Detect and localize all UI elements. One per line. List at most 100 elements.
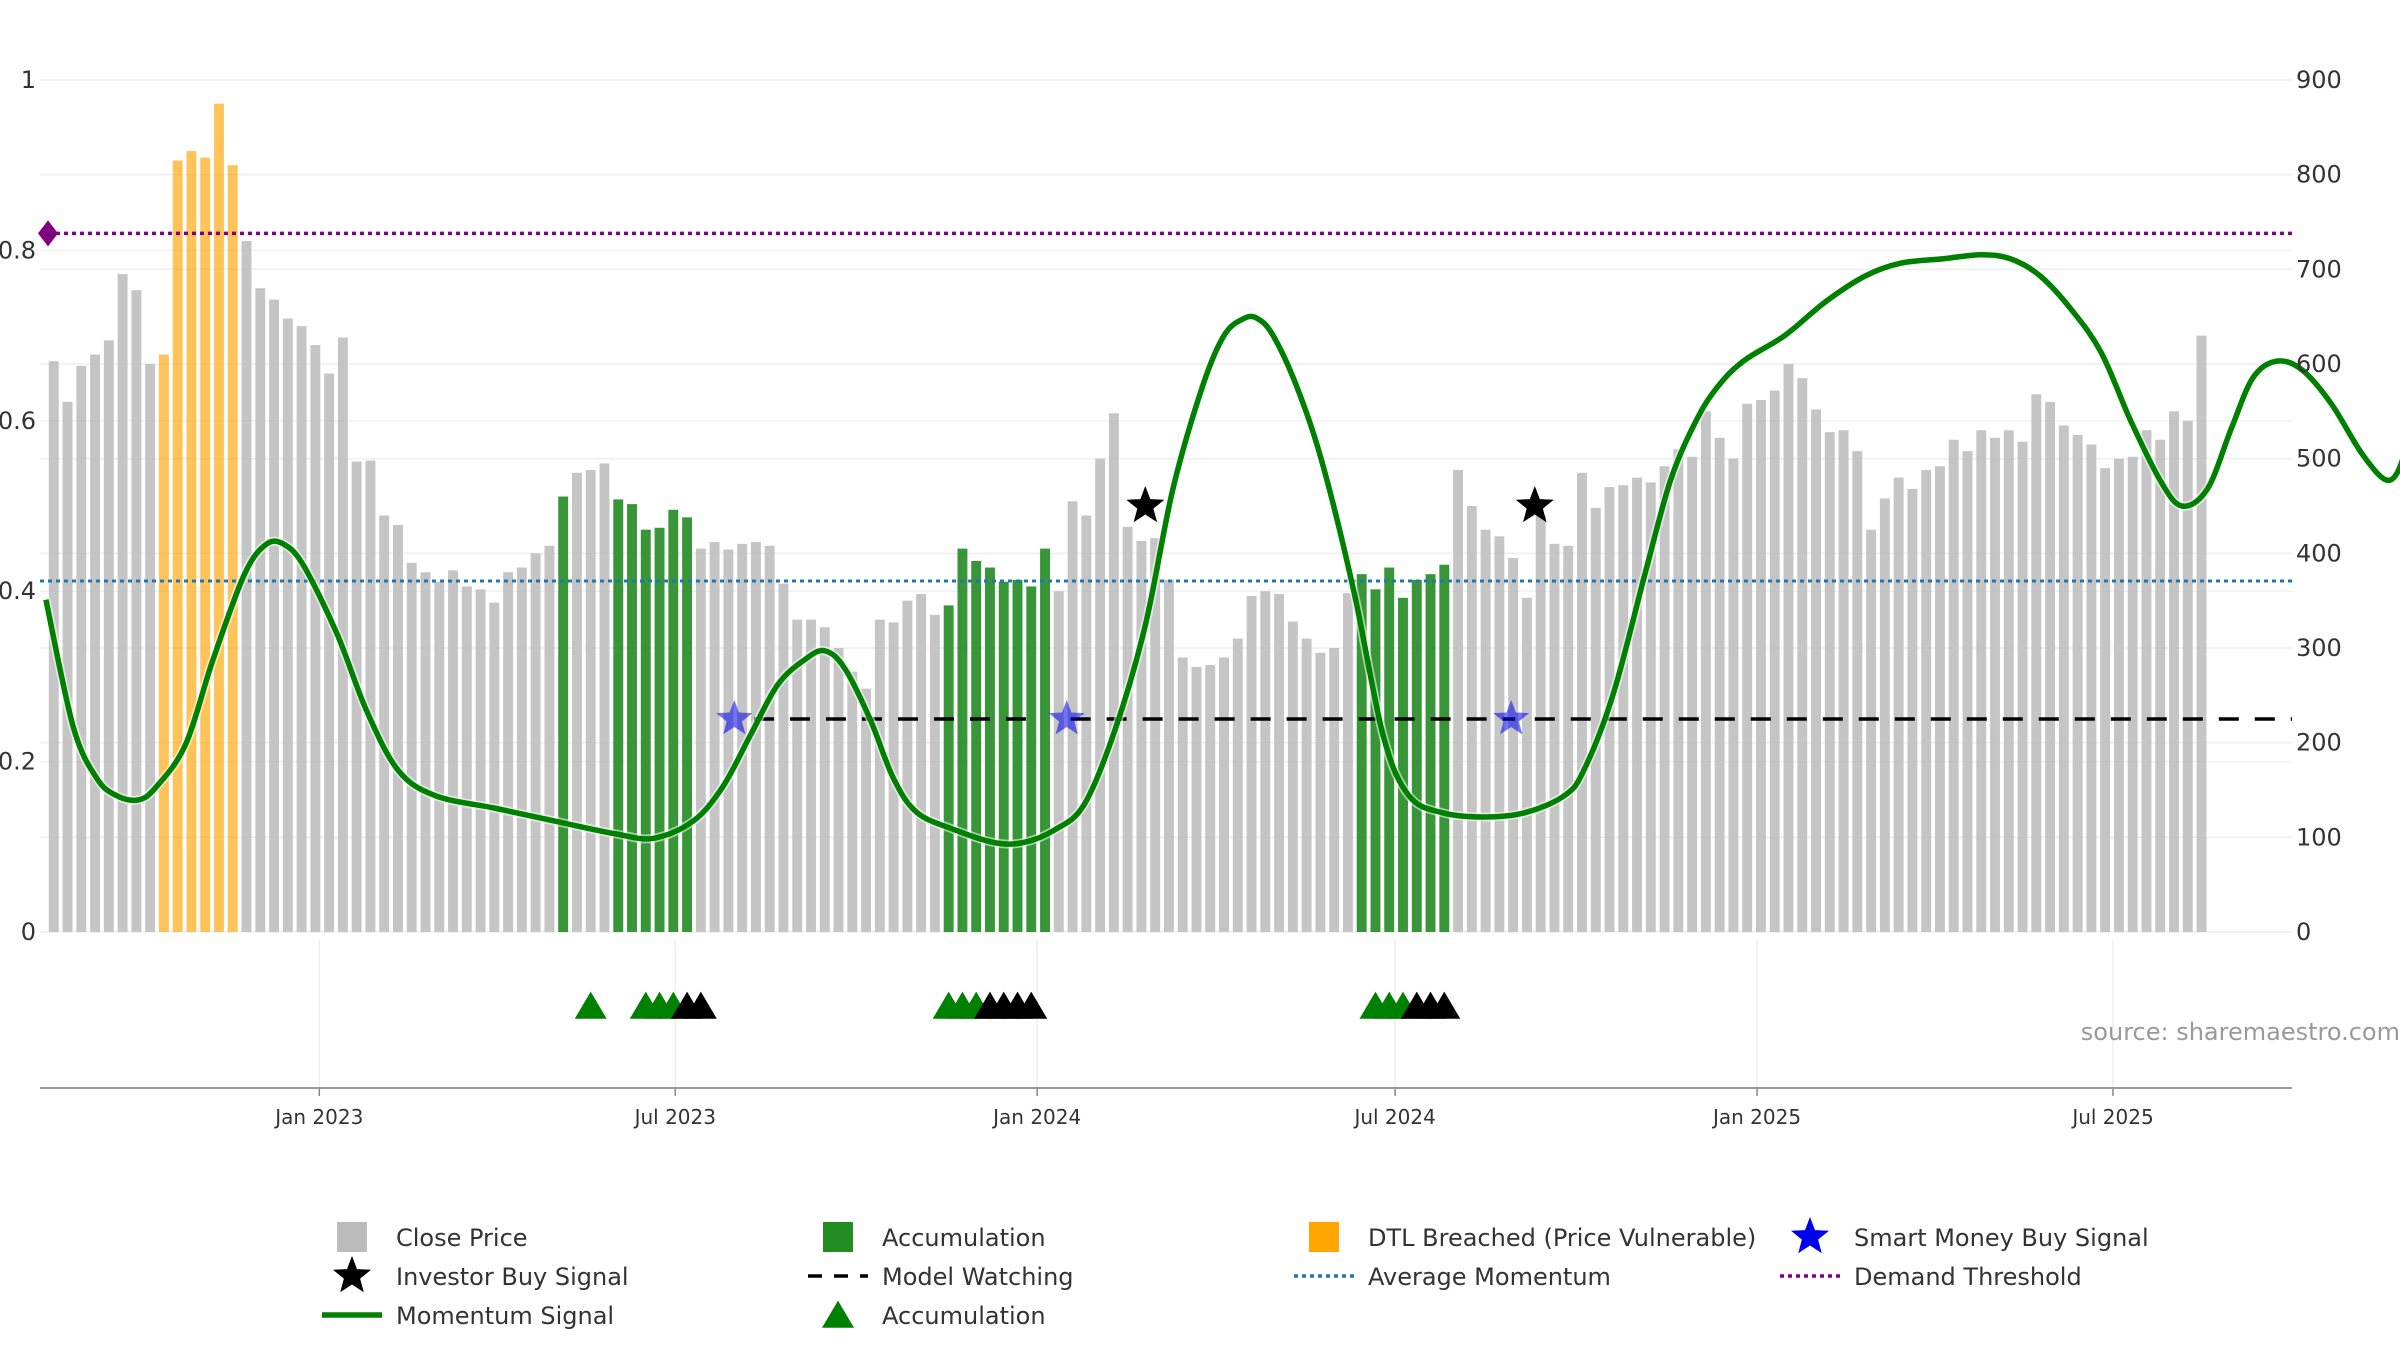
- close-price-bar: [1122, 526, 1133, 932]
- momentum-signal-group: [41, 250, 2400, 849]
- legend-star-icon: [333, 1256, 371, 1293]
- close-price-bar: [833, 648, 844, 932]
- close-price-bar: [1439, 564, 1450, 932]
- source-note: source: sharemaestro.com: [2081, 1018, 2400, 1046]
- legend-label: Model Watching: [882, 1263, 1074, 1291]
- right-tick-label: 300: [2296, 634, 2342, 662]
- close-price-bar: [571, 472, 582, 932]
- x-tick-label: Jan 2023: [273, 1105, 363, 1129]
- close-price-bar: [819, 627, 830, 932]
- legend-label: Momentum Signal: [396, 1302, 614, 1330]
- close-price-bar: [1040, 548, 1050, 932]
- close-price-bar: [599, 463, 610, 932]
- legend-item: Investor Buy Signal: [333, 1256, 629, 1293]
- close-price-bar: [172, 160, 183, 932]
- close-price-bar: [1577, 472, 1587, 932]
- investor-buy-signal: [1126, 486, 1165, 523]
- legend-item: Accumulation: [823, 1222, 1046, 1252]
- close-price-bar: [874, 619, 885, 932]
- close-price-bar: [1962, 451, 1973, 932]
- close-price-bar: [158, 354, 169, 932]
- legend-star-icon: [1791, 1217, 1829, 1254]
- close-price-bar: [1260, 591, 1271, 932]
- close-price-bar: [1163, 579, 1174, 932]
- close-price-bar: [2072, 435, 2083, 932]
- close-price-bar: [530, 553, 541, 932]
- close-price-bar: [1232, 638, 1243, 932]
- close-price-bar: [393, 524, 403, 932]
- close-price-bar: [145, 364, 156, 932]
- close-price-bar: [255, 288, 266, 932]
- legend-item: Average Momentum: [1294, 1263, 1611, 1291]
- legend-label: Accumulation: [882, 1302, 1046, 1330]
- close-price-bar: [971, 560, 982, 932]
- left-tick-label: 0.8: [0, 236, 36, 264]
- left-tick-label: 0.2: [0, 748, 36, 776]
- close-price-bar: [1866, 529, 1877, 932]
- close-price-bar: [1783, 364, 1794, 932]
- close-price-bar: [503, 572, 514, 932]
- close-price-bar: [627, 504, 637, 932]
- close-price-bar: [1425, 574, 1436, 932]
- demand-threshold-marker: [38, 220, 58, 247]
- close-price-bar: [1219, 657, 1229, 932]
- close-price-bar: [1315, 652, 1326, 932]
- close-price-bar: [929, 614, 940, 932]
- close-price-bar: [654, 527, 665, 932]
- close-price-bar: [1191, 666, 1202, 932]
- close-price-bar: [475, 589, 486, 932]
- accumulation-marker-black: [1428, 991, 1461, 1019]
- x-tick-label: Jul 2023: [633, 1105, 716, 1129]
- close-price-bar: [1618, 485, 1629, 932]
- close-price-bar: [902, 600, 913, 932]
- right-tick-label: 600: [2296, 350, 2342, 378]
- close-price-bar: [1287, 621, 1298, 932]
- smart-money-buy-signal: [1048, 700, 1085, 735]
- close-price-bar: [337, 337, 348, 932]
- close-price-bar: [613, 499, 624, 932]
- close-price-bar: [1824, 432, 1835, 932]
- close-price-bar: [1494, 536, 1505, 932]
- close-price-bar: [1081, 515, 1092, 932]
- close-price-bar: [544, 545, 555, 932]
- close-price-bar: [2045, 401, 2056, 932]
- close-price-bar: [750, 541, 761, 932]
- close-price-bar: [585, 470, 596, 932]
- close-price-bar: [1026, 586, 1037, 932]
- close-price-bar: [1274, 594, 1285, 932]
- close-price-bar: [2003, 430, 2014, 932]
- close-price-bar: [709, 541, 720, 932]
- close-price-bar: [241, 240, 252, 932]
- close-price-bar: [76, 365, 87, 933]
- close-price-bar: [90, 354, 101, 932]
- legend-item: Accumulation: [822, 1300, 1046, 1330]
- close-price-bar: [1728, 458, 1739, 932]
- left-tick-label: 1: [21, 66, 36, 94]
- right-tick-label: 500: [2296, 445, 2342, 473]
- close-price-bar: [764, 545, 775, 932]
- close-price-bar: [1659, 466, 1670, 932]
- left-tick-label: 0: [21, 918, 36, 946]
- legend-label: Accumulation: [882, 1224, 1046, 1252]
- close-price-bar: [103, 340, 114, 932]
- close-price-bar: [737, 543, 748, 932]
- close-price-bar: [1811, 409, 1821, 932]
- close-price-bar: [957, 548, 968, 932]
- close-price-bar: [434, 581, 445, 932]
- smart-money-buy-signal: [1493, 700, 1530, 735]
- legend-item: Smart Money Buy Signal: [1791, 1217, 2149, 1254]
- close-price-bar: [1095, 458, 1106, 932]
- close-price-bar: [682, 517, 693, 932]
- close-price-bar: [1769, 390, 1780, 932]
- close-price-bar: [2182, 420, 2193, 932]
- close-price-bar: [1370, 589, 1381, 932]
- legend-item: Momentum Signal: [322, 1302, 614, 1330]
- legend-swatch: [1309, 1222, 1339, 1252]
- close-price-bar: [1053, 591, 1064, 932]
- momentum-signal-line: [43, 251, 2400, 847]
- close-price-bar: [1976, 430, 1987, 932]
- close-price-bar: [1907, 488, 1918, 932]
- signal-markers: [716, 486, 1554, 735]
- right-tick-label: 100: [2296, 823, 2342, 851]
